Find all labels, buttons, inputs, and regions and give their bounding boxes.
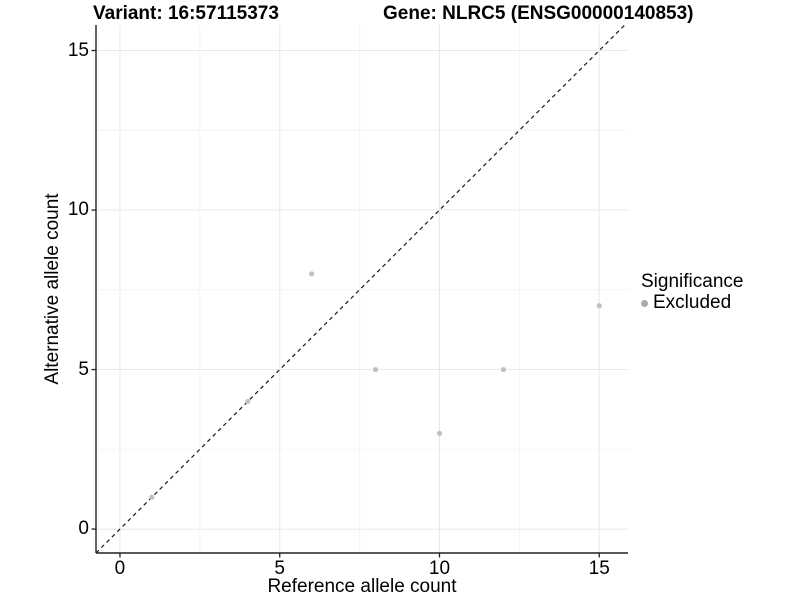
legend: Significance Excluded <box>641 271 743 313</box>
data-point <box>149 494 155 500</box>
x-tick-label: 0 <box>114 558 126 579</box>
identity-dashed-line <box>95 24 626 554</box>
y-tick-label: 5 <box>78 358 89 380</box>
legend-title: Significance <box>641 271 744 292</box>
x-tick-label: 5 <box>274 558 286 579</box>
gene-title: Gene: NLRC5 (ENSG00000140853) <box>383 3 694 24</box>
legend-entry: Excluded <box>641 293 743 313</box>
y-tick-label: 10 <box>67 199 89 221</box>
legend-entry-label: Excluded <box>653 292 732 313</box>
data-point <box>500 366 506 373</box>
x-tick-label: 10 <box>428 558 451 579</box>
x-axis-title: Reference allele count <box>267 576 457 597</box>
data-point <box>596 303 602 309</box>
y-tick-label: 15 <box>67 39 89 61</box>
data-point <box>372 366 379 373</box>
variant-title: Variant: 16:57115373 <box>93 3 279 24</box>
data-point <box>436 430 443 436</box>
data-point <box>309 271 315 277</box>
x-tick-label: 15 <box>588 558 610 579</box>
y-tick-label: 0 <box>78 518 89 540</box>
legend-point-icon <box>641 299 648 307</box>
data-point <box>245 398 251 405</box>
y-axis-title: Alternative allele count <box>42 193 63 385</box>
